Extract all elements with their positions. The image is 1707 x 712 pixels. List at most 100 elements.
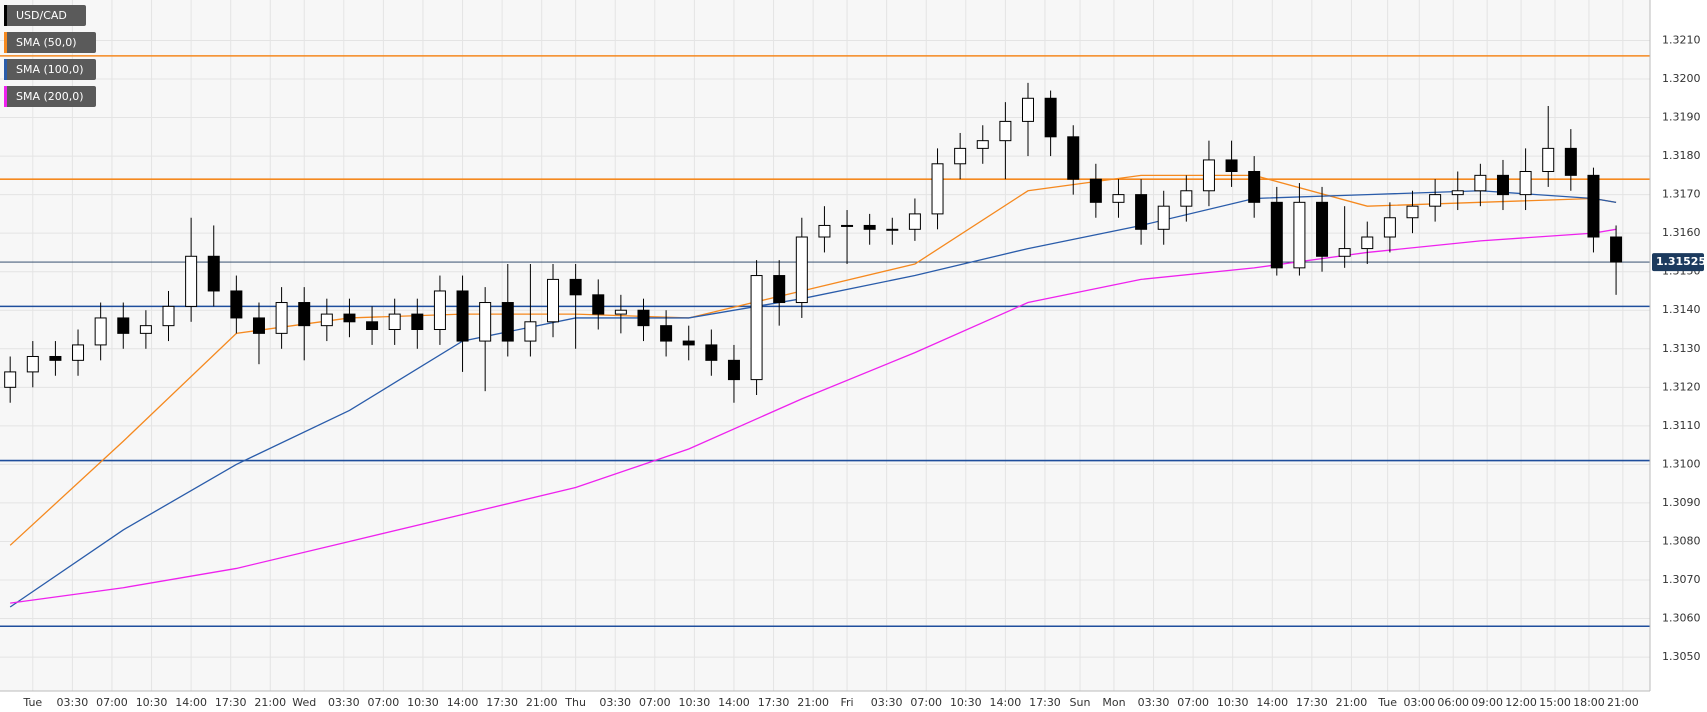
candle-body	[1451, 190, 1464, 196]
y-tick-label: 1.3210	[1662, 33, 1701, 46]
x-tick-label: 21:00	[526, 696, 558, 709]
moving-averages	[9, 174, 1617, 608]
candle-body	[1157, 205, 1170, 230]
y-tick-label: 1.3080	[1662, 534, 1701, 547]
legend-swatch	[4, 59, 7, 80]
x-tick-label: 03:30	[328, 696, 360, 709]
candle-body	[1496, 174, 1509, 196]
candle-body	[298, 302, 311, 327]
x-tick-label: 14:00	[1256, 696, 1288, 709]
x-tick-label: 10:30	[679, 696, 711, 709]
candle-body	[343, 313, 356, 323]
candle-body	[1225, 159, 1238, 172]
candle-body	[614, 309, 627, 315]
candle-body	[1406, 205, 1419, 219]
candle-body	[252, 317, 265, 334]
legend-box	[4, 5, 86, 26]
candle-body	[1474, 174, 1487, 192]
candle-body	[479, 302, 492, 342]
candle-body	[26, 355, 39, 373]
y-tick-label: 1.3050	[1662, 650, 1701, 663]
candle-body	[750, 275, 763, 381]
candle-body	[1202, 159, 1215, 192]
candle-body	[705, 344, 718, 361]
candle-body	[501, 302, 514, 342]
x-tick-label: Wed	[292, 696, 316, 709]
candle-body	[637, 309, 650, 327]
x-tick-label: 03:30	[599, 696, 631, 709]
candle-body	[547, 278, 560, 323]
x-tick-label: Thu	[564, 696, 586, 709]
candle-body	[1021, 97, 1034, 122]
candle-body	[1361, 236, 1374, 250]
y-tick-label: 1.3190	[1662, 111, 1701, 124]
y-tick-label: 1.3070	[1662, 573, 1701, 586]
x-tick-label: 03:30	[57, 696, 89, 709]
candle-body	[1044, 97, 1057, 138]
candle-body	[954, 147, 967, 165]
y-tick-label: 1.3130	[1662, 342, 1701, 355]
legend-box	[4, 86, 96, 107]
x-tick-label: 14:00	[175, 696, 207, 709]
x-tick-label: 09:00	[1471, 696, 1503, 709]
last-price-label: 1.31525	[1656, 255, 1706, 268]
x-tick-label: Mon	[1102, 696, 1125, 709]
x-tick-label: Tue	[22, 696, 42, 709]
candle-body	[976, 140, 989, 149]
candle-body	[1270, 201, 1283, 269]
candle-body	[94, 317, 107, 346]
sma-line	[9, 190, 1617, 608]
legend-box	[4, 32, 96, 53]
candle-body	[841, 224, 854, 227]
x-tick-label: 03:30	[1138, 696, 1170, 709]
legend-swatch	[4, 86, 7, 107]
last-price-box	[1652, 253, 1704, 272]
sma-line	[9, 174, 1617, 546]
x-tick-label: 06:00	[1437, 696, 1469, 709]
x-tick-label: 21:00	[797, 696, 829, 709]
y-tick-label: 1.3090	[1662, 496, 1701, 509]
candle-body	[931, 163, 944, 215]
candle-body	[1089, 178, 1102, 203]
candle-body	[49, 355, 62, 361]
sma-line	[10, 228, 1617, 604]
x-tick-label: 21:00	[254, 696, 286, 709]
candle-body	[818, 224, 831, 238]
legend-swatch	[4, 32, 7, 53]
candle-body	[727, 359, 740, 381]
candles	[4, 82, 1623, 403]
candle-body	[524, 321, 537, 342]
x-tick-label: 07:00	[96, 696, 128, 709]
y-tick-label: 1.3110	[1662, 419, 1701, 432]
candle-body	[1180, 190, 1193, 207]
x-tick-label: 07:00	[910, 696, 942, 709]
candle-body	[569, 278, 582, 296]
candle-body	[4, 371, 17, 388]
y-tick-label: 1.3170	[1662, 188, 1701, 201]
y-tick-label: 1.3060	[1662, 612, 1701, 625]
candle-body	[1429, 194, 1442, 207]
candle-body	[1542, 147, 1555, 172]
candle-body	[366, 321, 379, 331]
x-tick-label: Tue	[1377, 696, 1397, 709]
candle-body	[388, 313, 401, 331]
candle-body	[207, 255, 220, 292]
levels	[0, 55, 1650, 628]
y-tick-label: 1.3120	[1662, 380, 1701, 393]
legend-swatch	[4, 5, 7, 26]
y-tick-label: 1.3140	[1662, 303, 1701, 316]
candle-body	[230, 290, 243, 319]
candle-body	[1383, 217, 1396, 238]
candle-body	[139, 325, 152, 334]
x-tick-label: 10:30	[407, 696, 439, 709]
candle-body	[1135, 194, 1148, 230]
x-tick-label: 15:00	[1539, 696, 1571, 709]
x-tick-label: 14:00	[990, 696, 1022, 709]
y-tick-label: 1.3100	[1662, 457, 1701, 470]
x-tick-label: 18:00	[1573, 696, 1605, 709]
legend-label: SMA (100,0)	[16, 63, 84, 76]
x-tick-label: 07:00	[368, 696, 400, 709]
candle-body	[1587, 174, 1600, 238]
x-tick-label: 07:00	[1177, 696, 1209, 709]
candle-body	[1112, 194, 1125, 203]
